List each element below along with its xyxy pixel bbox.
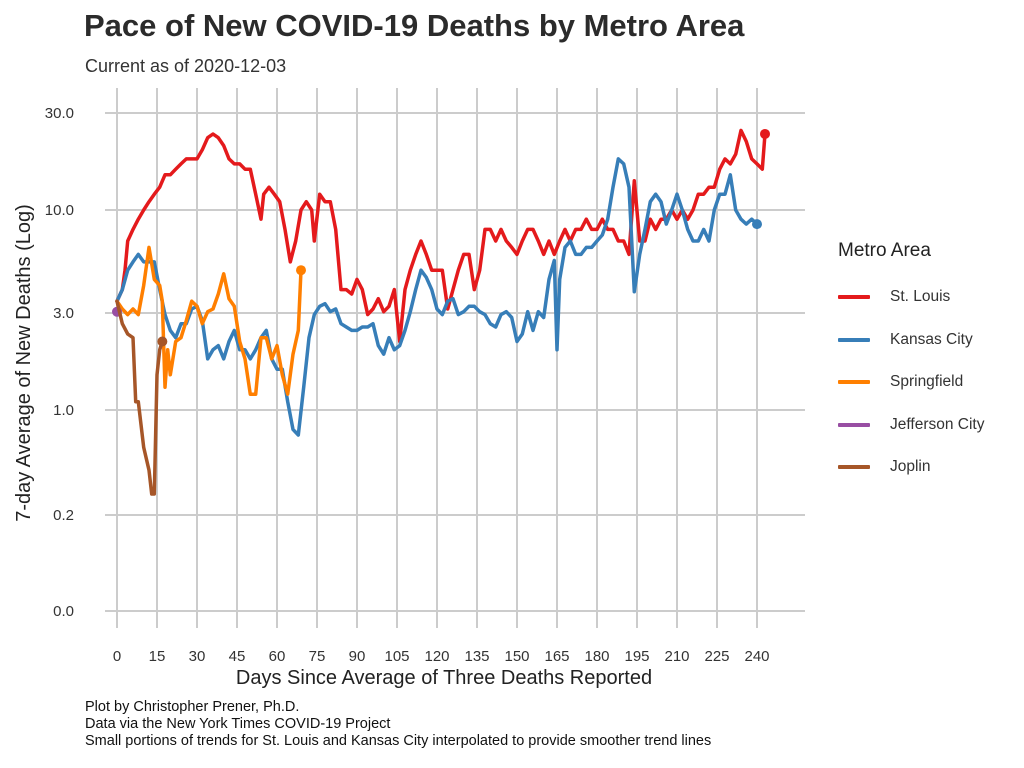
tick-labels: 0 15 30 45 60 75 90 105 120 135 150 165 180 195 210 225… <box>45 105 770 665</box>
end-point-st-louis <box>760 128 770 139</box>
series-line-st-louis <box>115 128 767 344</box>
y-tick-label: 0.0 <box>53 603 74 620</box>
legend-items: St. Louis Kansas City Springfield Jefferson… <box>838 276 984 489</box>
x-axis-title: Days Since Average of Three Deaths Repor… <box>236 667 652 689</box>
caption-line: Data via the New York Times COVID-19 Pro… <box>85 716 391 732</box>
caption-line: Small portions of trends for St. Louis a… <box>85 733 712 749</box>
legend-swatch <box>838 422 870 427</box>
caption-line: Plot by Christopher Prener, Ph.D. <box>85 699 300 715</box>
x-tick-label: 225 <box>704 648 729 665</box>
series-line-springfield <box>115 245 303 396</box>
grid-lines <box>105 88 805 628</box>
chart-title: Pace of New COVID-19 Deaths by Metro Are… <box>84 8 745 43</box>
legend-label: Joplin <box>890 458 931 476</box>
x-tick-label: 165 <box>544 648 569 665</box>
end-point-springfield <box>296 265 306 276</box>
x-tick-label: 45 <box>229 648 246 665</box>
series-line-kansas-city <box>115 157 759 437</box>
chart-subtitle: Current as of 2020-12-03 <box>85 56 287 76</box>
series-lines <box>112 128 770 496</box>
x-tick-label: 75 <box>309 648 326 665</box>
x-tick-label: 210 <box>664 648 689 665</box>
x-tick-label: 0 <box>113 648 121 665</box>
legend-label: Springfield <box>890 373 964 391</box>
legend: Metro Area St. Louis Kansas City Springfie… <box>838 240 984 489</box>
end-point-joplin <box>157 336 168 347</box>
x-tick-label: 195 <box>624 648 649 665</box>
x-tick-label: 150 <box>504 648 529 665</box>
legend-label: Kansas City <box>890 330 973 348</box>
legend-item-springfield: Springfield <box>838 361 984 404</box>
x-tick-label: 240 <box>744 648 769 665</box>
x-tick-label: 60 <box>269 648 286 665</box>
legend-item-jefferson-city: Jefferson City <box>838 404 984 447</box>
y-tick-label: 3.0 <box>53 305 74 322</box>
x-tick-label: 30 <box>189 648 206 665</box>
end-point-kansas-city <box>752 219 762 230</box>
x-tick-label: 90 <box>349 648 366 665</box>
legend-swatch <box>838 337 870 342</box>
legend-swatch <box>838 295 870 300</box>
series-line-joplin <box>115 299 165 496</box>
legend-swatch <box>838 465 870 470</box>
y-tick-label: 10.0 <box>45 202 74 219</box>
legend-item-kansas-city: Kansas City <box>838 319 984 362</box>
legend-item-joplin: Joplin <box>838 446 984 489</box>
x-tick-label: 135 <box>464 648 489 665</box>
legend-label: St. Louis <box>890 288 951 306</box>
y-tick-label: 30.0 <box>45 105 74 122</box>
y-axis-title: 7-day Average of New Deaths (Log) <box>13 204 35 522</box>
legend-title: Metro Area <box>838 240 931 261</box>
caption: Plot by Christopher Prener, Ph.D. Data v… <box>85 699 711 750</box>
legend-label: Jefferson City <box>890 415 985 433</box>
legend-item-st-louis: St. Louis <box>838 276 984 319</box>
x-tick-label: 105 <box>384 648 409 665</box>
y-tick-label: 1.0 <box>53 402 74 419</box>
x-tick-label: 180 <box>584 648 609 665</box>
y-tick-label: 0.2 <box>53 507 74 524</box>
x-tick-label: 15 <box>149 648 166 665</box>
legend-swatch <box>838 380 870 385</box>
x-tick-label: 120 <box>424 648 449 665</box>
